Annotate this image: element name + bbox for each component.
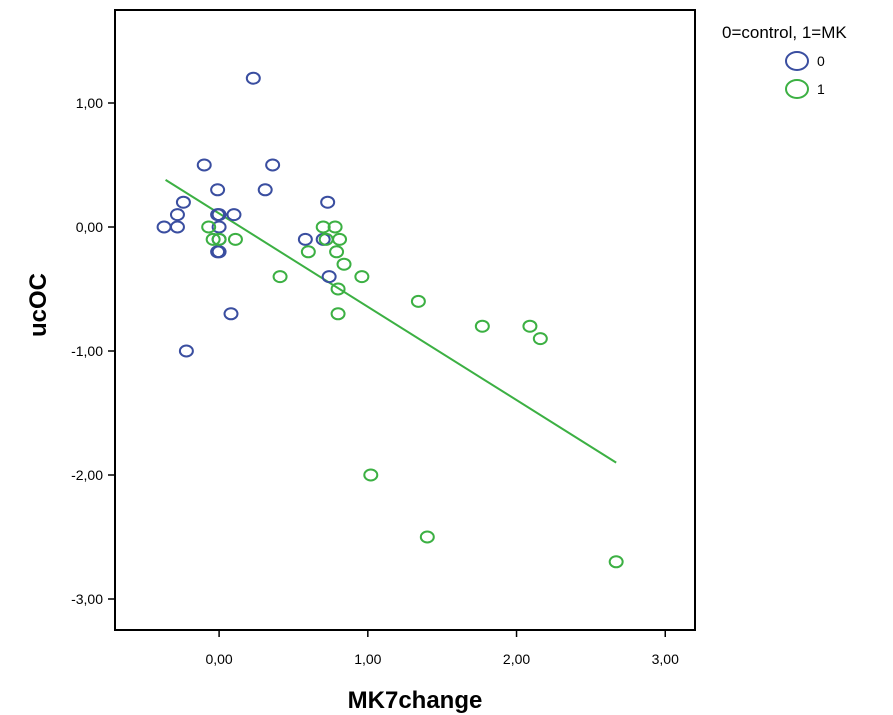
data-point-series-1 [522, 319, 538, 333]
data-points [156, 71, 624, 569]
x-tick-label: 2,00 [503, 651, 530, 667]
data-point-series-1 [300, 245, 316, 259]
data-point-series-0 [321, 270, 337, 284]
y-tick-label: 0,00 [76, 219, 103, 235]
legend-entries: 01 [785, 51, 825, 99]
data-point-series-1 [227, 232, 243, 246]
data-point-series-0 [178, 344, 194, 358]
data-point-series-1 [272, 270, 288, 284]
data-point-series-1 [330, 307, 346, 321]
data-point-series-0 [210, 183, 226, 197]
data-point-series-1 [363, 468, 379, 482]
data-point-series-0 [175, 195, 191, 209]
data-point-series-0 [211, 208, 227, 222]
legend-marker [785, 79, 809, 99]
legend-label: 0 [817, 53, 825, 69]
x-tick-label: 0,00 [205, 651, 232, 667]
data-point-series-1 [608, 555, 624, 569]
data-point-series-0 [169, 220, 185, 234]
data-point-series-0 [156, 220, 172, 234]
data-point-series-1 [327, 220, 343, 234]
y-axis: 1,00 0,00 -1,00 -2,00 -3,00 [71, 95, 115, 607]
fit-line-group [165, 179, 617, 464]
data-point-series-0 [320, 195, 336, 209]
data-point-series-0 [257, 183, 273, 197]
data-point-series-1 [410, 294, 426, 308]
x-axis: 0,00 1,00 2,00 3,00 [205, 630, 679, 667]
legend: 0=control, 1=MK 01 [722, 23, 847, 99]
plot-frame [114, 9, 696, 631]
data-point-series-0 [265, 158, 281, 172]
data-point-series-0 [245, 71, 261, 85]
y-axis-title: ucOC [25, 273, 52, 337]
x-axis-title: MK7change [348, 687, 483, 714]
data-point-series-1 [329, 245, 345, 259]
y-tick-label: -3,00 [71, 591, 103, 607]
data-point-series-1 [336, 257, 352, 271]
legend-title: 0=control, 1=MK [722, 23, 847, 42]
data-point-series-0 [211, 220, 227, 234]
y-tick-label: -2,00 [71, 467, 103, 483]
data-point-series-1 [354, 270, 370, 284]
data-point-series-1 [315, 220, 331, 234]
fit-line [165, 179, 617, 464]
data-point-series-1 [532, 332, 548, 346]
data-point-series-1 [474, 319, 490, 333]
legend-label: 1 [817, 81, 825, 97]
data-point-series-0 [297, 232, 313, 246]
data-point-series-1 [205, 232, 221, 246]
data-point-series-0 [211, 245, 227, 259]
y-tick-label: 1,00 [76, 95, 103, 111]
data-point-series-0 [226, 208, 242, 222]
data-point-series-1 [332, 232, 348, 246]
data-point-series-0 [196, 158, 212, 172]
data-point-series-1 [211, 232, 227, 246]
legend-marker [785, 51, 809, 71]
x-tick-label: 1,00 [354, 651, 381, 667]
data-point-series-0 [169, 208, 185, 222]
y-tick-label: -1,00 [71, 343, 103, 359]
data-point-series-1 [201, 220, 217, 234]
data-point-series-0 [223, 307, 239, 321]
data-point-series-1 [419, 530, 435, 544]
x-tick-label: 3,00 [652, 651, 679, 667]
data-point-series-1 [330, 282, 346, 296]
